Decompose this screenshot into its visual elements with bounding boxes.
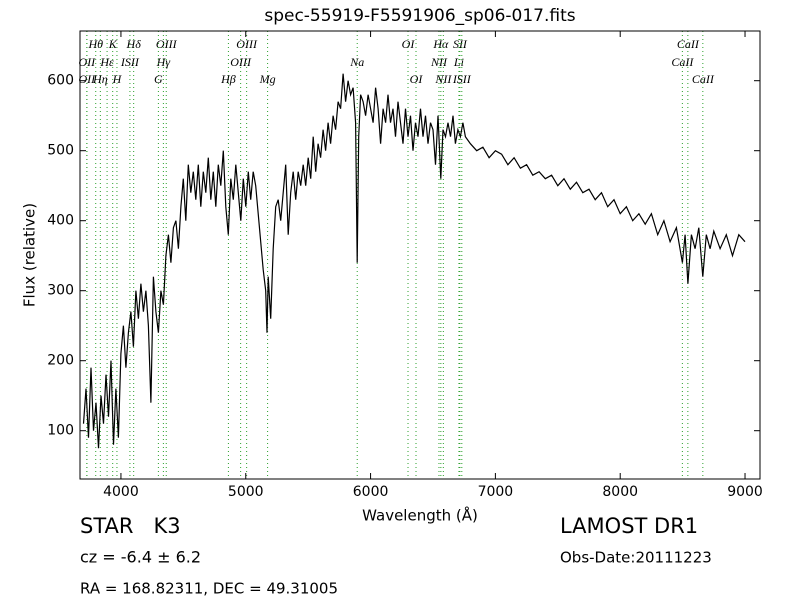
spectral-line-label: NII	[434, 72, 452, 86]
y-tick-label: 500	[47, 143, 74, 159]
obs-date: Obs-Date:20111223	[560, 549, 712, 567]
spectral-line-label: Li	[453, 55, 464, 69]
spectral-line-label: CaII	[677, 37, 700, 51]
spectral-line-label: Na	[349, 55, 364, 69]
y-tick-label: 200	[47, 353, 74, 369]
survey: LAMOST DR1	[560, 514, 698, 538]
y-tick-label: 300	[47, 283, 74, 299]
x-tick-label: 5000	[228, 484, 264, 500]
spectral-line-label: ISII	[452, 72, 472, 86]
x-tick-label: 6000	[353, 484, 389, 500]
spectral-line-label: OIII	[236, 37, 258, 51]
chart-title: spec-55919-F5591906_sp06-017.fits	[264, 6, 575, 26]
y-axis-label: Flux (relative)	[21, 203, 39, 307]
x-tick-label: 4000	[103, 484, 139, 500]
x-axis-label: Wavelength (Å)	[362, 506, 478, 525]
x-tick-label: 8000	[602, 484, 638, 500]
y-tick-label: 600	[47, 73, 74, 89]
spectral-line-label: Hε	[99, 55, 114, 69]
spectral-line-label: Hη	[92, 72, 108, 86]
spectral-line-label: CaII	[671, 55, 694, 69]
spectral-line-label: OIII	[230, 55, 252, 69]
spectral-line-label: Hθ	[87, 37, 103, 51]
y-tick-label: 100	[47, 423, 74, 439]
spectral-line-label: Hα	[432, 37, 449, 51]
spectral-line-label: G	[154, 72, 163, 86]
x-tick-label: 7000	[478, 484, 514, 500]
spectral-line-label: K	[108, 37, 118, 51]
spectral-line-label: Hδ	[126, 37, 142, 51]
spectral-line-label: Hγ	[156, 55, 171, 69]
object-class: STAR K3	[80, 514, 181, 538]
spectral-line-label: H	[112, 72, 123, 86]
spectral-line-label: Hβ	[220, 72, 236, 86]
spectral-line-label: OI	[402, 37, 416, 51]
spectral-line-label: ISII	[120, 55, 140, 69]
spectral-line-label: SII	[453, 37, 468, 51]
redshift: cz = -6.4 ± 6.2	[80, 548, 201, 567]
y-tick-label: 400	[47, 213, 74, 229]
spectral-line-label: NII	[430, 55, 448, 69]
spectrum-line	[82, 73, 746, 449]
spectral-line-label: OII	[79, 55, 97, 69]
spectral-line-label: CaII	[692, 72, 715, 86]
coordinates: RA = 168.82311, DEC = 49.31005	[80, 580, 338, 598]
x-tick-label: 9000	[727, 484, 763, 500]
plot-frame	[79, 30, 761, 480]
spectral-line-label: OII	[79, 72, 97, 86]
spectral-line-label: OI	[410, 72, 424, 86]
spectral-line-label: Mg	[259, 72, 276, 86]
spectral-line-label: OIII	[156, 37, 178, 51]
